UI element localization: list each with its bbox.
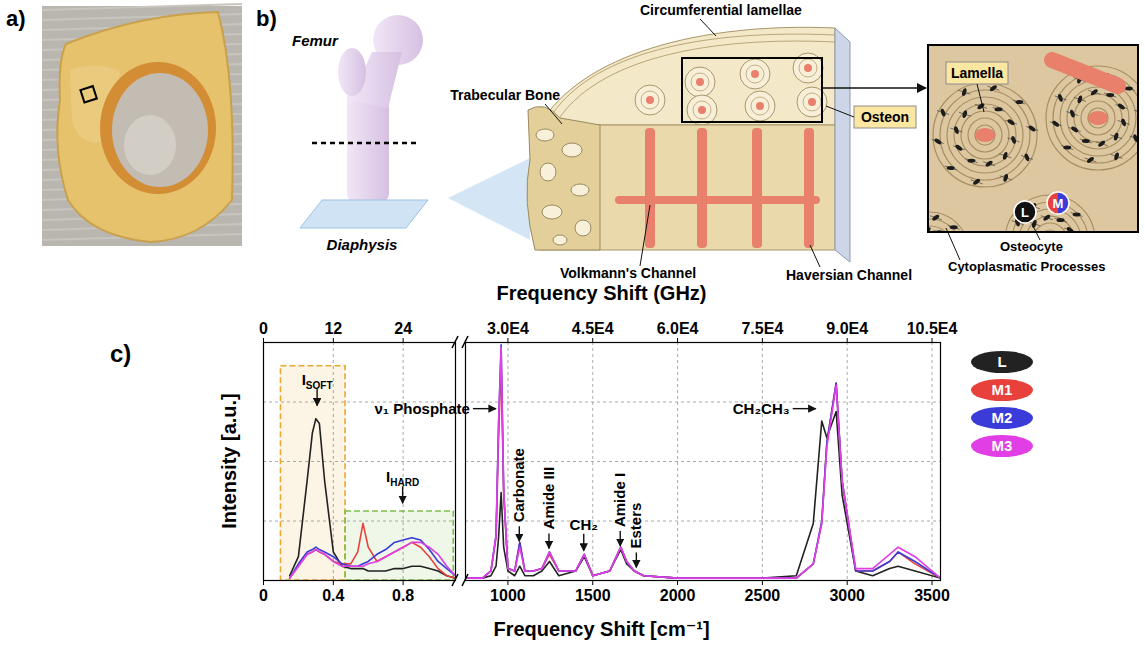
svg-text:L: L (997, 353, 1006, 370)
svg-text:Esters: Esters (627, 503, 644, 549)
svg-text:2500: 2500 (745, 587, 781, 604)
svg-text:Amide I: Amide I (611, 473, 628, 527)
svg-text:Osteocyte: Osteocyte (1000, 239, 1063, 254)
svg-text:4.5E4: 4.5E4 (572, 320, 614, 337)
svg-text:0: 0 (259, 587, 268, 604)
svg-text:Femur: Femur (292, 32, 339, 49)
svg-text:1000: 1000 (490, 587, 526, 604)
svg-text:c): c) (110, 340, 131, 367)
svg-text:24: 24 (394, 320, 412, 337)
svg-text:Diaphysis: Diaphysis (327, 236, 398, 253)
svg-text:M3: M3 (992, 437, 1013, 454)
svg-text:Frequency Shift [cm⁻¹]: Frequency Shift [cm⁻¹] (493, 618, 709, 640)
svg-text:12: 12 (324, 320, 342, 337)
svg-text:Lamella: Lamella (951, 65, 1003, 81)
svg-text:3.0E4: 3.0E4 (487, 320, 529, 337)
svg-text:IHARD: IHARD (386, 468, 419, 488)
svg-text:Circumferential lamellae: Circumferential lamellae (640, 2, 802, 18)
svg-text:Trabecular Bone: Trabecular Bone (450, 87, 560, 103)
svg-text:CH₂: CH₂ (570, 516, 598, 533)
svg-text:0.8: 0.8 (392, 587, 414, 604)
svg-text:Volkmann's Channel: Volkmann's Channel (560, 265, 696, 281)
svg-text:1500: 1500 (575, 587, 611, 604)
svg-text:10.5E4: 10.5E4 (907, 320, 958, 337)
svg-text:3000: 3000 (829, 587, 865, 604)
svg-text:ISOFT: ISOFT (302, 371, 333, 391)
svg-text:6.0E4: 6.0E4 (657, 320, 699, 337)
svg-text:M1: M1 (992, 381, 1013, 398)
svg-text:2000: 2000 (660, 587, 696, 604)
svg-text:9.0E4: 9.0E4 (826, 320, 868, 337)
svg-text:L: L (1021, 205, 1029, 220)
svg-text:ν₁ Phosphate: ν₁ Phosphate (375, 400, 470, 417)
svg-text:0.4: 0.4 (322, 587, 344, 604)
svg-text:M: M (1053, 196, 1064, 211)
svg-text:Haversian Channel: Haversian Channel (786, 267, 912, 283)
svg-text:0: 0 (259, 320, 268, 337)
svg-text:7.5E4: 7.5E4 (741, 320, 783, 337)
svg-text:Cytoplasmatic Processes: Cytoplasmatic Processes (948, 259, 1106, 274)
svg-text:b): b) (256, 6, 277, 31)
svg-text:CH₂CH₃: CH₂CH₃ (733, 400, 790, 417)
svg-text:Carbonate: Carbonate (510, 448, 527, 522)
svg-text:M2: M2 (992, 409, 1013, 426)
svg-text:Intensity [a.u.]: Intensity [a.u.] (218, 393, 240, 529)
svg-text:a): a) (6, 6, 26, 31)
svg-text:3500: 3500 (914, 587, 950, 604)
svg-text:Amide III: Amide III (540, 467, 557, 530)
svg-text:Osteon: Osteon (861, 109, 909, 125)
svg-text:Frequency Shift (GHz): Frequency Shift (GHz) (496, 282, 706, 304)
